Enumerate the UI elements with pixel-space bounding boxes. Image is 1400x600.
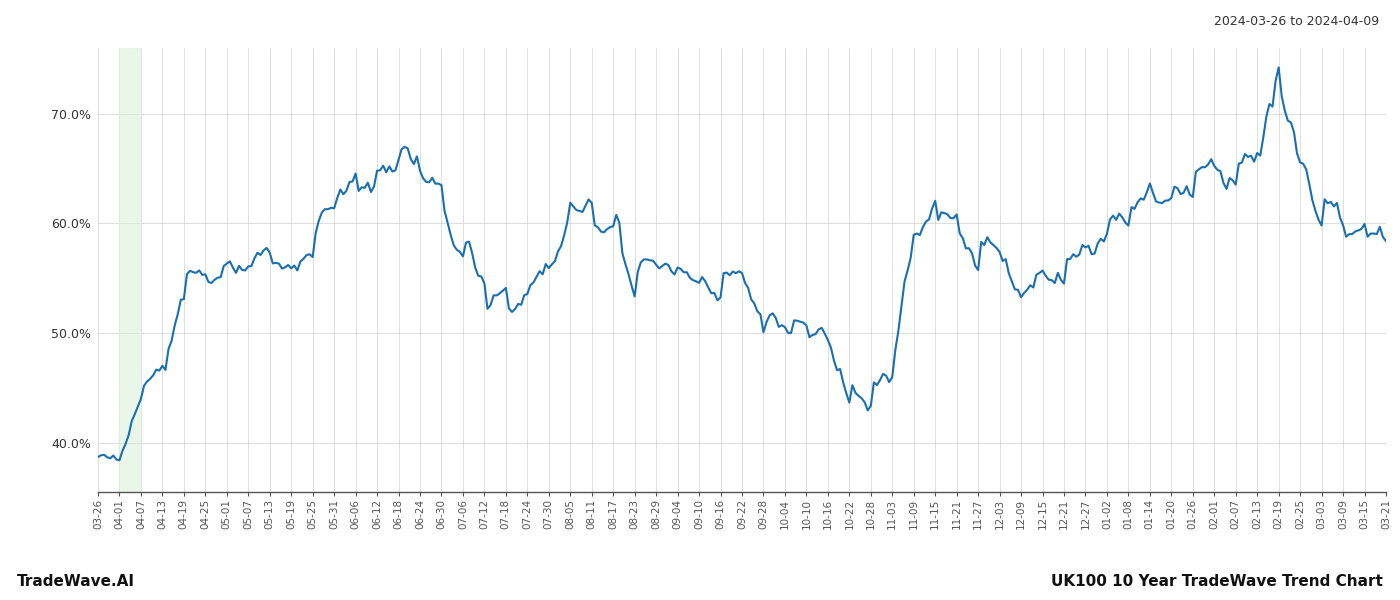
Text: UK100 10 Year TradeWave Trend Chart: UK100 10 Year TradeWave Trend Chart	[1051, 574, 1383, 589]
Text: 2024-03-26 to 2024-04-09: 2024-03-26 to 2024-04-09	[1214, 15, 1379, 28]
Text: TradeWave.AI: TradeWave.AI	[17, 574, 134, 589]
Bar	[119, 48, 141, 492]
